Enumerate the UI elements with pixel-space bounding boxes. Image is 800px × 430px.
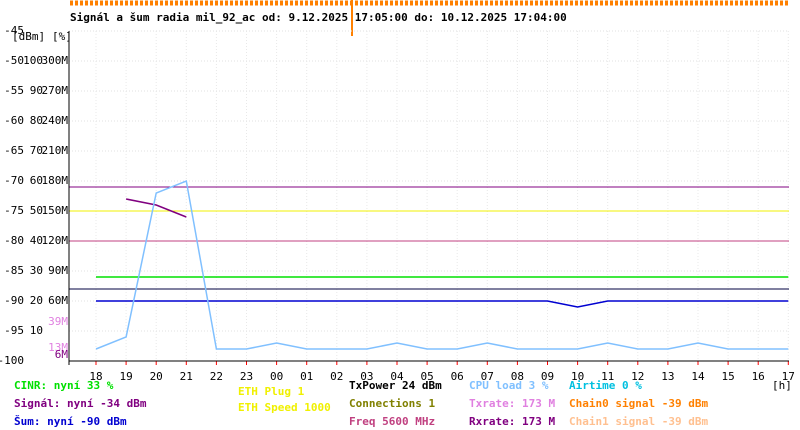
x-tick-label: 17 [782, 370, 795, 383]
x-tick-label: 04 [390, 370, 404, 383]
y3-tick-label: 60M [48, 294, 68, 307]
y3-tick-label: 90M [48, 264, 68, 277]
y-tick-label: -100 [0, 354, 24, 367]
legend-entry: ETH Plug 1 [238, 385, 305, 398]
y3-tick-label: 180M [42, 174, 69, 187]
legend-entry: Chain0 signal -39 dBm [569, 397, 708, 410]
x-tick-label: 11 [601, 370, 614, 383]
y-tick-label: -70 [4, 174, 24, 187]
y-tick-label: -60 [4, 114, 24, 127]
legend-entry: Chain1 signal -39 dBm [569, 415, 708, 428]
y-tick-label: -50 [4, 54, 24, 67]
rate-marker: 39M [48, 315, 68, 328]
x-tick-label: 10 [571, 370, 584, 383]
y-unit-label: [dBm] [12, 30, 45, 43]
y-tick-label: -95 [4, 324, 24, 337]
y2-tick-label: 60 [30, 174, 43, 187]
x-tick-label: 14 [691, 370, 705, 383]
x-tick-label: 03 [360, 370, 373, 383]
series-line [95, 179, 789, 350]
y-tick-label: -80 [4, 234, 24, 247]
legend-entry: CINR: nyní 33 % [14, 379, 114, 392]
rate-marker: 13M [48, 341, 68, 354]
y2-tick-label: 50 [30, 204, 43, 217]
y-tick-label: -85 [4, 264, 24, 277]
x-tick-label: 02 [330, 370, 343, 383]
x-tick-label: 16 [752, 370, 765, 383]
x-tick-label: 06 [451, 370, 464, 383]
x-tick-label: 18 [89, 370, 102, 383]
y-tick-label: -90 [4, 294, 24, 307]
y-tick-label: -55 [4, 84, 24, 97]
y2-tick-label: 30 [30, 264, 43, 277]
y2-unit-label: [%] [52, 30, 72, 43]
x-tick-label: 15 [721, 370, 734, 383]
y2-tick-label: 90 [30, 84, 43, 97]
y3-tick-label: 240M [42, 114, 69, 127]
y3-tick-label: 210M [42, 144, 69, 157]
x-tick-label: 00 [270, 370, 283, 383]
x-tick-label: 05 [420, 370, 433, 383]
y-tick-label: -75 [4, 204, 24, 217]
chart-title: Signál a šum radia mil_92_ac od: 9.12.20… [70, 11, 567, 24]
legend-entry: Rxrate: 173 M [469, 415, 555, 428]
y2-tick-label: 70 [30, 144, 43, 157]
x-tick-label: 21 [180, 370, 193, 383]
legend-entry: CPU load 3 % [469, 379, 549, 392]
x-tick-label: 01 [300, 370, 313, 383]
x-tick-label: 23 [240, 370, 253, 383]
series-line [96, 300, 789, 308]
x-tick-label: 09 [541, 370, 554, 383]
legend-entry: Šum: nyní -90 dBm [14, 415, 127, 428]
y3-tick-label: 300M [42, 54, 69, 67]
x-tick-label: 12 [631, 370, 644, 383]
y2-tick-label: 40 [30, 234, 43, 247]
y2-tick-label: 100 [23, 54, 43, 67]
legend-entry: Signál: nyní -34 dBm [14, 397, 147, 410]
legend-entry: Txrate: 173 M [469, 397, 555, 410]
y-tick-label: -65 [4, 144, 24, 157]
x-tick-label: 08 [511, 370, 524, 383]
x-unit-label: [h] [772, 379, 792, 392]
series-line [125, 198, 187, 218]
x-tick-label: 22 [210, 370, 223, 383]
y3-tick-label: 270M [42, 84, 69, 97]
legend-entry: Connections 1 [349, 397, 435, 410]
x-tick-label: 13 [661, 370, 674, 383]
legend-entry: Airtime 0 % [569, 379, 642, 392]
x-tick-label: 19 [119, 370, 132, 383]
rate-marker: 6M [55, 348, 69, 361]
y2-tick-label: 10 [30, 324, 43, 337]
y-tick-label: -45 [4, 24, 24, 37]
x-tick-label: 20 [150, 370, 163, 383]
y2-tick-label: 20 [30, 294, 43, 307]
legend-entry: ETH Speed 1000 [238, 401, 331, 414]
y3-tick-label: 150M [42, 204, 69, 217]
y2-tick-label: 80 [30, 114, 43, 127]
x-tick-label: 07 [481, 370, 494, 383]
legend-entry: TxPower 24 dBm [349, 379, 442, 392]
y3-tick-label: 120M [42, 234, 69, 247]
legend-entry: Freq 5600 MHz [349, 415, 435, 428]
